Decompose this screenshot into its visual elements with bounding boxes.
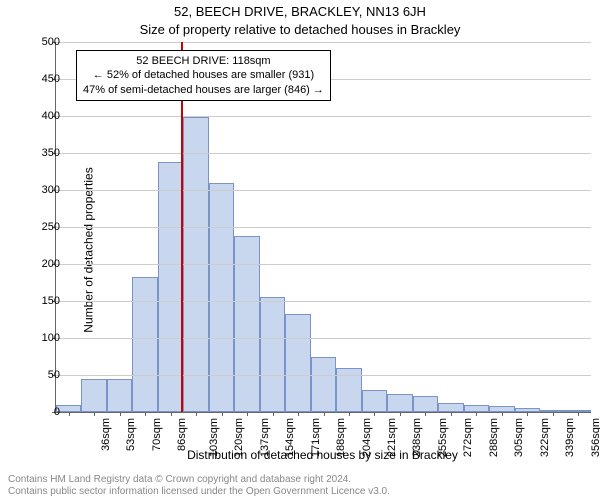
xtick-mark [374, 412, 375, 416]
xtick-label: 53sqm [125, 418, 137, 451]
ytick-label: 0 [30, 406, 60, 418]
xtick-mark [94, 412, 95, 416]
annotation-line2: ← 52% of detached houses are smaller (93… [83, 68, 324, 82]
xtick-mark [425, 412, 426, 416]
xtick-label: 36sqm [100, 418, 112, 451]
gridline [56, 116, 591, 117]
xtick-mark [324, 412, 325, 416]
gridline [56, 42, 591, 43]
histogram-bar [132, 277, 157, 412]
annotation-line3: 47% of semi-detached houses are larger (… [83, 83, 324, 97]
gridline [56, 190, 591, 191]
x-axis-label: Distribution of detached houses by size … [55, 448, 590, 462]
title-address: 52, BEECH DRIVE, BRACKLEY, NN13 6JH [0, 4, 600, 19]
histogram-bar [285, 314, 310, 412]
xtick-mark [553, 412, 554, 416]
xtick-mark [171, 412, 172, 416]
footer-line2: Contains public sector information licen… [8, 486, 390, 498]
xtick-label: 70sqm [151, 418, 163, 451]
xtick-mark [69, 412, 70, 416]
xtick-mark [298, 412, 299, 416]
xtick-mark [476, 412, 477, 416]
xtick-mark [502, 412, 503, 416]
gridline [56, 153, 591, 154]
gridline [56, 264, 591, 265]
xtick-mark [222, 412, 223, 416]
annotation-line1: 52 BEECH DRIVE: 118sqm [83, 54, 324, 68]
ytick-label: 350 [30, 147, 60, 159]
xtick-mark [349, 412, 350, 416]
histogram-bar [260, 297, 285, 412]
xtick-label: 86sqm [176, 418, 188, 451]
ytick-label: 250 [30, 221, 60, 233]
title-subtitle: Size of property relative to detached ho… [0, 22, 600, 37]
histogram-bar [107, 379, 132, 412]
annotation-box: 52 BEECH DRIVE: 118sqm ← 52% of detached… [76, 50, 331, 101]
ytick-label: 450 [30, 73, 60, 85]
ytick-label: 300 [30, 184, 60, 196]
gridline [56, 338, 591, 339]
footer-line1: Contains HM Land Registry data © Crown c… [8, 474, 390, 486]
xtick-mark [451, 412, 452, 416]
gridline [56, 227, 591, 228]
xtick-mark [145, 412, 146, 416]
xtick-mark [120, 412, 121, 416]
xtick-label: 356sqm [590, 418, 600, 457]
gridline [56, 301, 591, 302]
xtick-mark [247, 412, 248, 416]
histogram-bar [464, 405, 489, 412]
chart-container: 52, BEECH DRIVE, BRACKLEY, NN13 6JH Size… [0, 0, 600, 500]
footer-credits: Contains HM Land Registry data © Crown c… [8, 474, 390, 498]
gridline [56, 375, 591, 376]
xtick-mark [527, 412, 528, 416]
ytick-label: 50 [30, 369, 60, 381]
histogram-bar [387, 394, 412, 413]
ytick-label: 500 [30, 36, 60, 48]
histogram-bar [209, 183, 234, 412]
xtick-mark [196, 412, 197, 416]
xtick-mark [273, 412, 274, 416]
histogram-bar [311, 357, 336, 413]
histogram-bar [234, 236, 259, 412]
ytick-label: 400 [30, 110, 60, 122]
ytick-label: 150 [30, 295, 60, 307]
histogram-bar [413, 396, 438, 412]
histogram-bar [362, 390, 387, 412]
histogram-bar [81, 379, 106, 412]
ytick-label: 100 [30, 332, 60, 344]
plot-area: 52 BEECH DRIVE: 118sqm ← 52% of detached… [55, 42, 591, 413]
ytick-label: 200 [30, 258, 60, 270]
xtick-mark [578, 412, 579, 416]
xtick-mark [400, 412, 401, 416]
histogram-bar [438, 403, 463, 412]
